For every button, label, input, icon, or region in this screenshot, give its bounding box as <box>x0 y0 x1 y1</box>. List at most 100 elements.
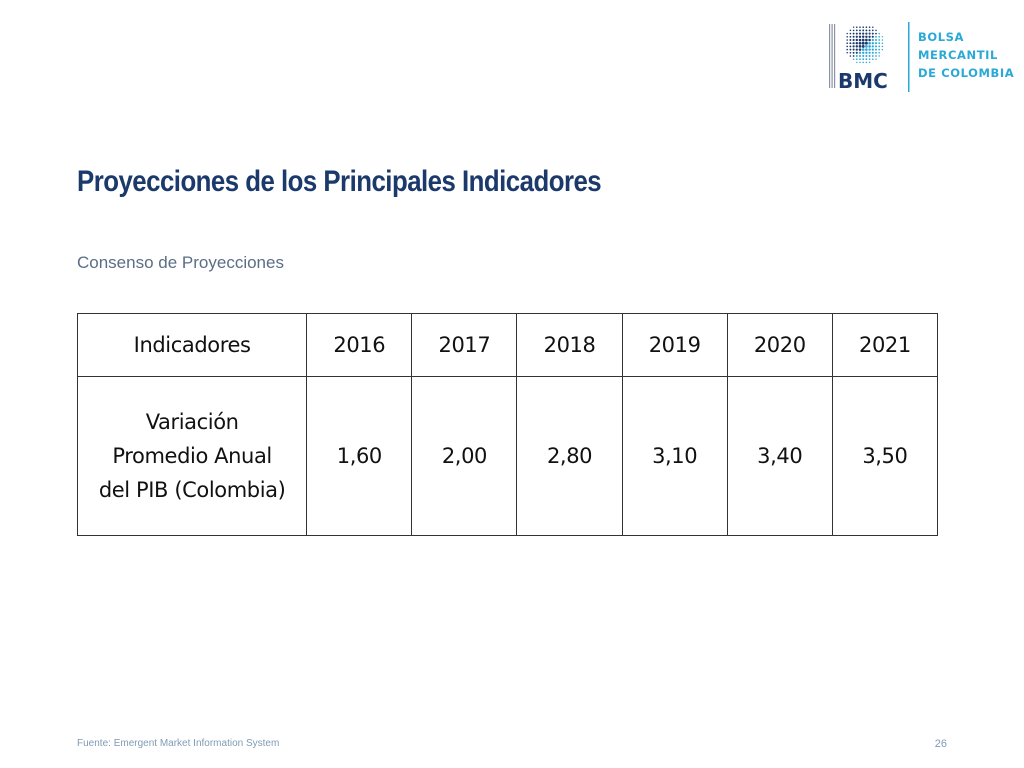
table-header-cell: 2019 <box>621 313 728 377</box>
globe-dot <box>874 45 878 48</box>
globe-dot <box>849 55 852 57</box>
globe-dot <box>855 58 858 61</box>
globe-dot <box>862 32 865 35</box>
globe-dot <box>859 29 861 32</box>
globe-dot <box>855 41 859 45</box>
globe-dot <box>868 35 871 38</box>
globe-dot <box>858 54 862 58</box>
globe-dot <box>846 48 848 51</box>
page-title: Proyecciones de los Principales Indicado… <box>77 165 602 198</box>
globe-dot <box>865 48 868 51</box>
globe-dot <box>865 26 868 29</box>
globe-dot <box>875 55 877 57</box>
globe-dot <box>865 35 868 39</box>
globe-dot <box>868 61 871 64</box>
globe-dot <box>859 58 861 61</box>
table-header-cell: 2020 <box>726 313 833 377</box>
globe-dot <box>858 35 862 38</box>
globe-dot <box>858 45 862 48</box>
globe-dot <box>846 32 848 35</box>
globe-dot <box>858 41 862 45</box>
globe-dot <box>846 36 848 38</box>
globe-dot <box>849 39 852 41</box>
globe-dot <box>868 26 871 28</box>
globe-dot <box>862 54 865 58</box>
table-row: Variación Promedio Anual del PIB (Colomb… <box>76 376 939 536</box>
globe-dot <box>852 26 855 28</box>
globe-dot <box>859 61 861 64</box>
logo-wordmark: BOLSA MERCANTIL DE COLOMBIA <box>918 28 1014 82</box>
table-header-cell: Indicadores <box>76 313 308 377</box>
globe-dot <box>868 58 871 61</box>
globe-dot <box>849 42 852 45</box>
globe-dot <box>865 38 868 42</box>
globe-dot <box>871 55 874 57</box>
globe-dot <box>862 26 865 29</box>
globe-dot <box>881 39 884 41</box>
globe-dot <box>871 35 874 38</box>
globe-dot <box>875 48 877 51</box>
globe-dot <box>858 51 862 54</box>
globe-dot <box>852 38 855 42</box>
globe-dot <box>868 45 871 48</box>
globe-dot <box>881 36 884 38</box>
globe-dot <box>871 29 874 32</box>
globe-dot <box>852 32 855 35</box>
globe-dot <box>858 38 862 42</box>
globe-dot <box>852 29 855 32</box>
globe-dot <box>868 48 871 51</box>
globe-dot <box>846 45 849 48</box>
globe-dot <box>852 55 855 57</box>
table-cell: 3,40 <box>726 376 833 536</box>
logo-wordmark-line: BOLSA <box>918 30 965 44</box>
globe-dot <box>859 26 861 29</box>
globe-dot <box>861 38 865 42</box>
globe-dot <box>862 58 865 61</box>
globe-dot <box>878 55 880 57</box>
globe-dot <box>865 29 868 32</box>
globe-dot <box>878 52 880 54</box>
globe-dot <box>855 51 858 54</box>
globe-dot <box>875 58 877 60</box>
indicators-table: Indicadores 2016 2017 2018 2019 2020 202… <box>76 313 939 536</box>
globe-dot <box>849 35 852 38</box>
globe-dot <box>852 45 855 48</box>
globe-dot <box>862 51 865 54</box>
bmc-abbreviation: BMC <box>838 69 888 92</box>
globe-dot <box>858 32 862 35</box>
globe-dot <box>865 54 868 58</box>
globe-dot <box>849 45 852 48</box>
globe-dot <box>881 42 884 44</box>
table-cell: 3,50 <box>831 376 939 536</box>
bmc-logo: BMC BOLSA MERCANTIL DE COLOMBIA <box>826 20 1016 93</box>
footer-source: Fuente: Emergent Market Information Syst… <box>77 738 280 749</box>
globe-dot <box>852 58 855 60</box>
globe-dot <box>855 55 858 57</box>
row-label-cell: Variación Promedio Anual del PIB (Colomb… <box>76 376 308 536</box>
globe-dot <box>872 26 874 28</box>
globe-dot <box>855 32 858 35</box>
globe-dot <box>861 48 865 51</box>
globe-dot <box>871 38 874 42</box>
globe-dot <box>852 42 855 45</box>
globe-dot <box>874 38 878 42</box>
globe-dot <box>862 29 865 32</box>
globe-dot <box>861 44 865 48</box>
globe-dot <box>855 29 858 32</box>
globe-dot <box>881 45 884 48</box>
globe-dot <box>881 48 884 51</box>
globe-dot <box>878 48 881 51</box>
globe-dot <box>855 38 858 42</box>
table-cell: 2,00 <box>411 376 518 536</box>
globe-dot <box>875 29 877 32</box>
globe-dot <box>849 48 852 51</box>
globe-dot <box>875 35 877 38</box>
page-subtitle: Consenso de Proyecciones <box>77 253 284 272</box>
globe-dot <box>878 35 881 38</box>
globe-dot <box>856 61 858 64</box>
globe-dot <box>874 42 878 45</box>
globe-dot <box>861 41 865 45</box>
globe-dot <box>864 41 868 45</box>
globe-dot <box>855 48 858 51</box>
globe-dot <box>852 35 855 38</box>
